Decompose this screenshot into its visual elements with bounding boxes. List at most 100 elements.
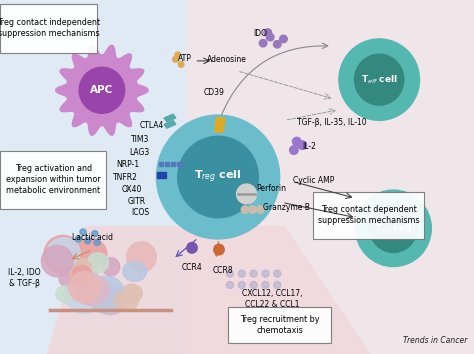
Text: APC: APC	[90, 85, 114, 95]
Ellipse shape	[262, 270, 269, 277]
Text: T$_{eff}$ cell: T$_{eff}$ cell	[375, 222, 412, 235]
Ellipse shape	[102, 258, 120, 276]
Bar	[157, 172, 166, 178]
Text: TGF-β, IL-35, IL-10: TGF-β, IL-35, IL-10	[297, 118, 367, 127]
Text: Cyclic AMP: Cyclic AMP	[293, 176, 334, 185]
Ellipse shape	[250, 270, 257, 277]
Ellipse shape	[74, 239, 107, 269]
Text: IL-2, IDO
& TGF-β: IL-2, IDO & TGF-β	[9, 268, 41, 287]
Ellipse shape	[84, 238, 91, 244]
Text: CCR4: CCR4	[182, 263, 202, 272]
Ellipse shape	[59, 269, 77, 287]
Text: Treg activation and
expansion within tumor
metabolic environment: Treg activation and expansion within tum…	[6, 164, 100, 195]
Text: CCR8: CCR8	[212, 266, 233, 275]
FancyBboxPatch shape	[0, 151, 106, 209]
Bar	[165, 162, 169, 166]
Ellipse shape	[127, 242, 156, 272]
Ellipse shape	[121, 284, 142, 302]
Ellipse shape	[71, 265, 97, 288]
Text: GITR: GITR	[128, 196, 146, 206]
Ellipse shape	[237, 184, 256, 204]
Ellipse shape	[95, 289, 125, 315]
Bar	[164, 114, 176, 122]
Ellipse shape	[173, 57, 178, 62]
Text: NRP-1: NRP-1	[117, 160, 140, 169]
Ellipse shape	[178, 62, 184, 67]
Bar	[215, 118, 225, 132]
Ellipse shape	[262, 281, 269, 289]
Text: CTLA4: CTLA4	[139, 121, 164, 130]
Ellipse shape	[226, 270, 233, 277]
Ellipse shape	[41, 245, 73, 277]
Text: Lactic acid: Lactic acid	[72, 233, 113, 242]
Text: CXCL12, CCL17,
CCL22 & CCL1: CXCL12, CCL17, CCL22 & CCL1	[242, 290, 303, 309]
Text: Trends in Cancer: Trends in Cancer	[402, 336, 467, 345]
Ellipse shape	[266, 34, 274, 41]
Text: OX40: OX40	[122, 185, 142, 194]
Ellipse shape	[370, 204, 417, 252]
Bar	[159, 162, 163, 166]
Ellipse shape	[238, 270, 246, 277]
Ellipse shape	[72, 266, 92, 286]
Ellipse shape	[44, 235, 82, 273]
Ellipse shape	[79, 67, 125, 113]
Polygon shape	[47, 227, 370, 354]
Text: Perforin: Perforin	[256, 184, 286, 193]
Ellipse shape	[68, 258, 92, 280]
Ellipse shape	[356, 190, 431, 267]
Ellipse shape	[249, 206, 256, 213]
Ellipse shape	[123, 261, 146, 281]
Polygon shape	[56, 45, 148, 135]
Ellipse shape	[339, 39, 419, 120]
Ellipse shape	[69, 285, 100, 314]
Text: TNFR2: TNFR2	[113, 172, 137, 182]
Ellipse shape	[187, 242, 197, 253]
Ellipse shape	[100, 287, 124, 308]
Ellipse shape	[290, 146, 298, 154]
Ellipse shape	[114, 290, 138, 311]
Ellipse shape	[91, 231, 98, 236]
Text: Treg contact independent
suppression mechanisms: Treg contact independent suppression mec…	[0, 18, 100, 38]
Text: LAG3: LAG3	[129, 148, 149, 157]
Ellipse shape	[47, 238, 80, 267]
Text: ICOS: ICOS	[131, 208, 149, 217]
Ellipse shape	[264, 29, 272, 36]
Ellipse shape	[226, 281, 233, 289]
Ellipse shape	[280, 35, 287, 42]
FancyBboxPatch shape	[313, 192, 424, 239]
Text: Adenosine: Adenosine	[207, 55, 246, 64]
Bar	[177, 162, 182, 166]
Text: T$_{eff}$ cell: T$_{eff}$ cell	[361, 73, 398, 86]
Bar	[0, 0, 185, 354]
Text: CD39: CD39	[204, 87, 225, 97]
Ellipse shape	[75, 236, 82, 242]
Ellipse shape	[62, 287, 80, 306]
Ellipse shape	[178, 136, 258, 218]
Ellipse shape	[241, 206, 249, 213]
Ellipse shape	[156, 115, 280, 239]
Ellipse shape	[87, 253, 109, 273]
Ellipse shape	[292, 137, 301, 146]
Ellipse shape	[94, 239, 100, 246]
Bar	[171, 162, 175, 166]
Ellipse shape	[250, 281, 257, 289]
Text: ATP: ATP	[178, 54, 192, 63]
FancyBboxPatch shape	[0, 4, 97, 53]
Text: Granzyme B: Granzyme B	[263, 202, 310, 212]
Ellipse shape	[273, 270, 281, 277]
Ellipse shape	[69, 272, 101, 303]
Ellipse shape	[259, 40, 267, 47]
Text: Treg contact dependent
suppression mechanisms: Treg contact dependent suppression mecha…	[318, 205, 419, 225]
Ellipse shape	[214, 244, 224, 255]
Ellipse shape	[88, 276, 125, 313]
Text: TIM3: TIM3	[131, 135, 149, 144]
FancyBboxPatch shape	[228, 307, 331, 343]
Ellipse shape	[75, 275, 109, 306]
Ellipse shape	[56, 286, 74, 302]
Ellipse shape	[256, 206, 264, 213]
Bar	[164, 121, 176, 128]
Text: IDO: IDO	[253, 29, 267, 38]
Ellipse shape	[355, 54, 404, 105]
Ellipse shape	[238, 281, 246, 289]
Text: T$_{reg}$ cell: T$_{reg}$ cell	[194, 169, 242, 185]
